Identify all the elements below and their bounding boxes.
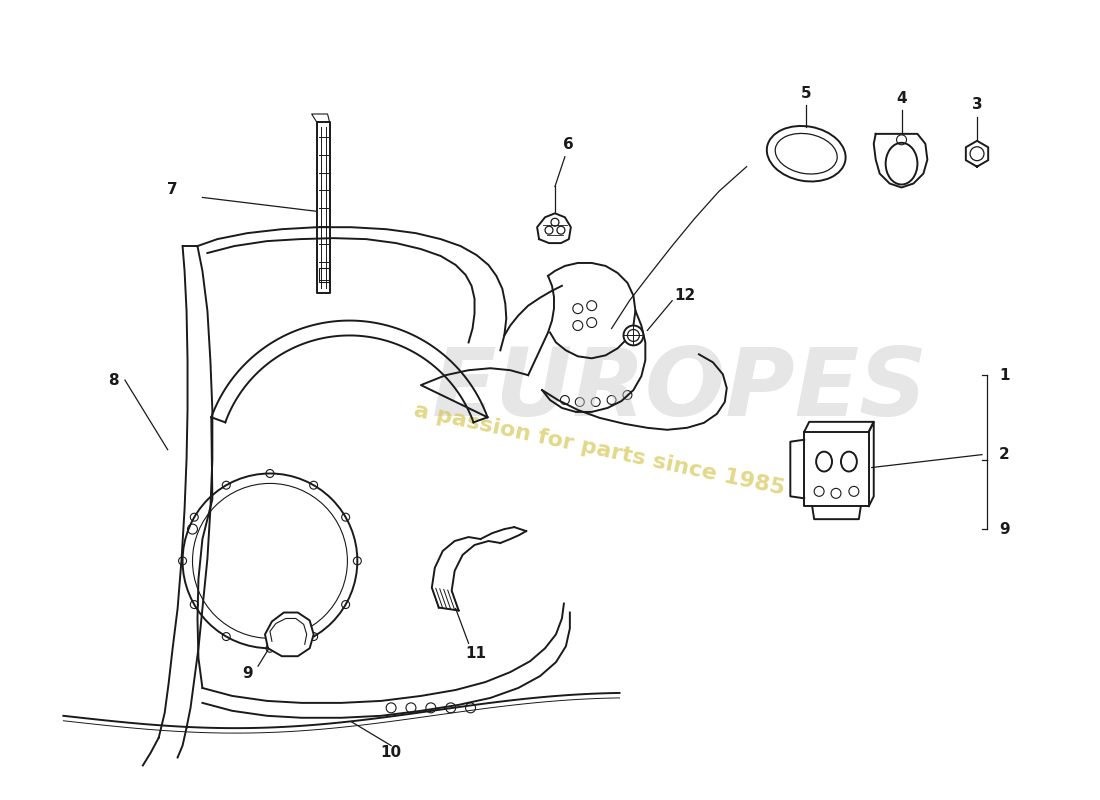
Text: a passion for parts since 1985: a passion for parts since 1985 [412,401,786,498]
Polygon shape [966,141,988,166]
Text: 11: 11 [465,646,486,661]
Bar [319,268,329,282]
Text: 9: 9 [999,522,1010,537]
Text: 8: 8 [108,373,119,388]
Text: 3: 3 [971,97,982,111]
Polygon shape [537,214,571,243]
Polygon shape [265,613,313,656]
Text: 1: 1 [999,368,1010,382]
Text: 7: 7 [167,182,178,197]
Text: 12: 12 [674,288,695,303]
Polygon shape [873,134,927,187]
Text: 9: 9 [242,666,252,681]
Text: 2: 2 [999,447,1010,462]
Polygon shape [804,432,869,506]
Circle shape [624,326,644,346]
Text: 6: 6 [562,138,573,152]
Text: 10: 10 [381,745,402,760]
Text: 5: 5 [801,86,812,101]
Text: EUROPES: EUROPES [431,344,927,436]
Text: 4: 4 [896,90,906,106]
